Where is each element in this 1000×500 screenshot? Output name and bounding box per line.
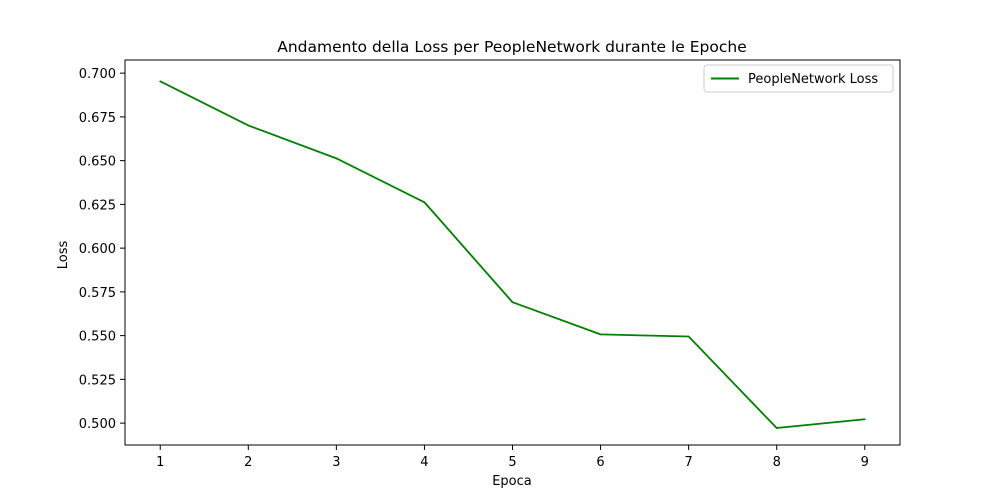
y-axis-label: Loss bbox=[56, 241, 71, 270]
x-tick-label: 3 bbox=[332, 455, 340, 470]
x-tick-label: 1 bbox=[156, 455, 164, 470]
data-point bbox=[423, 201, 426, 204]
x-tick-label: 5 bbox=[508, 455, 516, 470]
data-point bbox=[863, 418, 866, 421]
x-tick-label: 2 bbox=[244, 455, 252, 470]
x-tick-label: 4 bbox=[420, 455, 428, 470]
series-line bbox=[159, 80, 865, 429]
data-point bbox=[159, 80, 162, 83]
legend-label: PeopleNetwork Loss bbox=[748, 72, 878, 87]
data-point bbox=[335, 157, 338, 160]
x-tick-label: 6 bbox=[596, 455, 604, 470]
y-tick-label: 0.625 bbox=[79, 198, 116, 213]
x-tick-label: 8 bbox=[773, 455, 781, 470]
legend: PeopleNetwork Loss bbox=[703, 64, 894, 93]
x-tick-label: 9 bbox=[861, 455, 869, 470]
data-point bbox=[247, 124, 250, 127]
data-point bbox=[511, 301, 514, 304]
y-tick-label: 0.575 bbox=[79, 286, 116, 301]
data-point bbox=[775, 427, 778, 429]
y-tick-label: 0.675 bbox=[79, 111, 116, 126]
y-tick-label: 0.700 bbox=[79, 67, 116, 82]
y-tick-label: 0.500 bbox=[79, 417, 116, 432]
y-tick-label: 0.600 bbox=[79, 242, 116, 257]
data-point bbox=[687, 335, 690, 338]
y-tick-label: 0.525 bbox=[79, 373, 116, 388]
plot-area: 1 2 3 4 5 6 7 8 9 0.500 0.525 0.550 0.575 0.600 0.625 0… bbox=[79, 59, 901, 470]
axes-frame bbox=[124, 59, 901, 446]
y-tick-label: 0.650 bbox=[79, 155, 116, 170]
y-tick-label: 0.550 bbox=[79, 330, 116, 345]
legend-box bbox=[703, 64, 894, 93]
x-axis-label: Epoca bbox=[492, 474, 532, 489]
data-point bbox=[599, 333, 602, 336]
x-tick-label: 7 bbox=[684, 455, 692, 470]
chart-title: Andamento della Loss per PeopleNetwork d… bbox=[277, 38, 747, 56]
